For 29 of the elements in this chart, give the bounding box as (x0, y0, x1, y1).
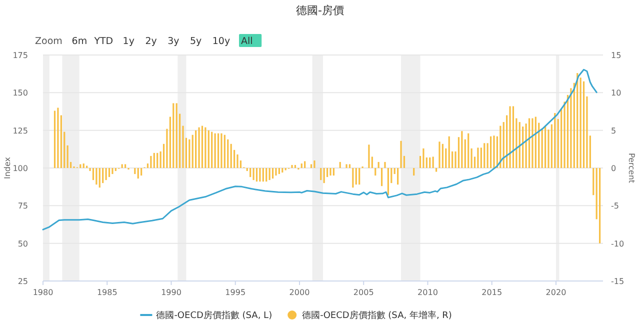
y-tick-label: 175 (12, 51, 28, 60)
x-tick-label: 1990 (161, 288, 182, 297)
annotations: Zoom 6m YTD 1y 2y 3y 5y 10y All (35, 34, 262, 47)
x-tick-label: 2015 (482, 288, 502, 297)
y2-tick-label: 15 (611, 51, 622, 60)
y2-axis-title: Percent (627, 152, 636, 184)
y-tick-label: 125 (12, 126, 28, 136)
y2-tick-label: 10 (611, 88, 622, 98)
x-tick-label: 2020 (546, 288, 566, 297)
y2-tick-label: 0 (611, 164, 616, 173)
x-tick-label: 1980 (32, 288, 54, 297)
y2-tick-label: 5 (611, 126, 616, 136)
y-axis-title: Index (3, 156, 12, 180)
y-tick-label: 150 (12, 88, 28, 98)
x-tick-label: 2010 (418, 288, 438, 297)
x-tick-label: 1995 (225, 288, 246, 297)
y-tick-label: 75 (18, 202, 28, 211)
y2-tick-label: -15 (611, 277, 624, 286)
y2-tick-label: -5 (611, 202, 619, 211)
x-tick-label: 2005 (353, 288, 374, 297)
y-tick-label: 50 (18, 239, 28, 248)
y-tick-label: 100 (12, 164, 28, 173)
x-tick-label: 2000 (289, 288, 310, 297)
x-tick-label: 1985 (96, 288, 118, 297)
y2-tick-label: -10 (611, 239, 624, 248)
legend-label: 德國-OECD房價指數 (SA, L) (156, 310, 272, 321)
legend-label: 德國-OECD房價指數 (SA, 年增率, R) (302, 310, 452, 321)
y-tick-label: 25 (18, 277, 28, 286)
title: 德國-房價 (296, 4, 344, 17)
